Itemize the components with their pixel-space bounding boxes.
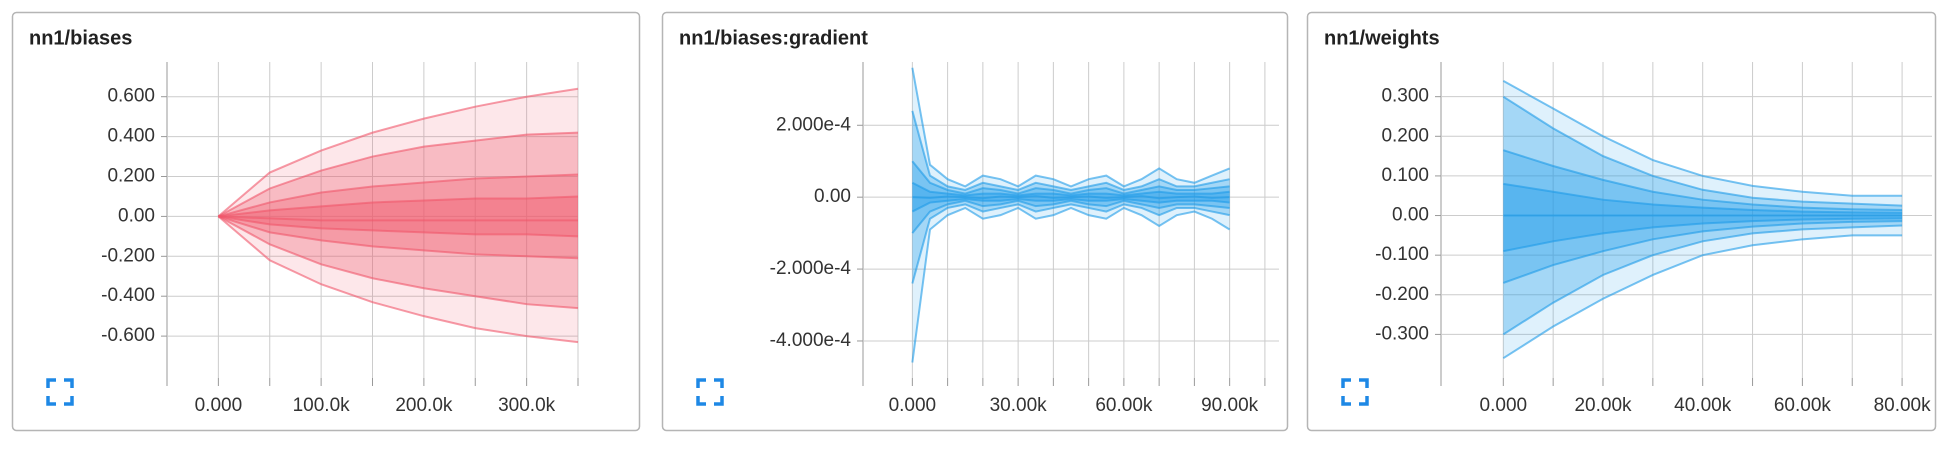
y-tick-label: -0.200 [101, 245, 155, 266]
panel-title: nn1/biases [29, 27, 132, 49]
percentile-line [217, 131, 579, 218]
y-tick-label: 0.00 [118, 205, 155, 226]
x-tick-label: 300.0k [498, 395, 556, 416]
distribution-band [912, 67, 1230, 363]
y-tick-label: -0.300 [1375, 323, 1429, 344]
percentile-line [217, 87, 579, 218]
panel: nn1/biases 0.000 100.0k 200.0k 300.0k 0.600 0.… [11, 11, 641, 432]
percentile-line [1503, 149, 1903, 211]
percentile-line [218, 215, 579, 238]
percentile-line [1502, 220, 1903, 284]
percentile-line [911, 203, 1230, 284]
y-tick-label: 0.200 [1381, 125, 1429, 146]
y-tick-label: -0.600 [101, 325, 155, 346]
expand-hit-area[interactable] [44, 376, 76, 408]
percentile-line [911, 197, 1230, 213]
y-tick-label: 0.300 [1381, 86, 1429, 107]
expand-button[interactable] [694, 376, 726, 408]
panel-frame [661, 11, 1289, 432]
panel-title: nn1/biases:gradient [679, 27, 868, 49]
x-tick-label: 30.00k [990, 395, 1048, 416]
percentile-line [1502, 234, 1903, 360]
x-tick-label: 40.00k [1674, 395, 1732, 416]
expand-hit-area[interactable] [1339, 376, 1371, 408]
y-tick-label: -0.400 [101, 285, 155, 306]
panel: nn1/biases:gradient 0.000 30.00k 60.00k 90.0… [661, 11, 1289, 432]
expand-icon [1341, 378, 1369, 406]
y-tick-label: 2.000e-4 [776, 114, 851, 135]
percentile-line [911, 67, 1231, 188]
x-tick-label: 60.00k [1774, 395, 1832, 416]
y-tick-label: 0.600 [107, 86, 155, 107]
y-tick-label: 0.00 [814, 186, 851, 207]
expand-hit-area[interactable] [694, 376, 726, 408]
expand-icon [46, 378, 74, 406]
percentile-line [912, 195, 1230, 200]
percentile-line [911, 110, 1230, 192]
y-tick-label: -0.200 [1375, 284, 1429, 305]
x-tick-label: 80.00k [1874, 395, 1932, 416]
y-tick-label: 0.100 [1381, 165, 1429, 186]
percentile-line [911, 181, 1230, 197]
y-tick-label: -4.000e-4 [770, 330, 852, 351]
expand-button[interactable] [44, 376, 76, 408]
panel-frame [1306, 11, 1937, 432]
x-tick-label: 100.0k [293, 395, 351, 416]
percentile-line [911, 160, 1230, 195]
x-tick-label: 60.00k [1095, 395, 1153, 416]
panel: nn1/weights 0.000 20.00k 40.00k 60.00k 80.00k… [1306, 11, 1937, 432]
y-tick-label: 0.400 [107, 126, 155, 147]
percentile-line [911, 199, 1230, 234]
distribution-band [1503, 80, 1903, 359]
y-tick-label: -0.100 [1375, 244, 1429, 265]
y-tick-label: -2.000e-4 [770, 258, 852, 279]
percentile-line [217, 215, 579, 344]
percentile-line [218, 173, 579, 218]
expand-icon [696, 378, 724, 406]
percentile-line [217, 215, 579, 310]
x-tick-label: 0.000 [195, 395, 243, 416]
expand-button[interactable] [1339, 376, 1371, 408]
x-tick-label: 90.00k [1201, 395, 1259, 416]
percentile-line [911, 206, 1231, 363]
percentile-line [1502, 79, 1903, 197]
percentile-line [218, 195, 579, 218]
x-tick-label: 0.000 [1480, 395, 1528, 416]
x-tick-label: 0.000 [889, 395, 937, 416]
x-tick-label: 200.0k [395, 395, 453, 416]
panel-frame [11, 11, 641, 432]
percentile-line [1503, 217, 1903, 253]
distribution-band [218, 88, 578, 343]
y-tick-label: 0.00 [1392, 205, 1429, 226]
percentile-line [1502, 95, 1903, 207]
percentile-line [218, 215, 578, 222]
panel-title: nn1/weights [1324, 27, 1440, 49]
percentile-line [1503, 182, 1903, 214]
percentile-line [1502, 224, 1903, 336]
percentile-line [218, 215, 579, 260]
x-tick-label: 20.00k [1574, 395, 1632, 416]
y-tick-label: 0.200 [107, 166, 155, 187]
